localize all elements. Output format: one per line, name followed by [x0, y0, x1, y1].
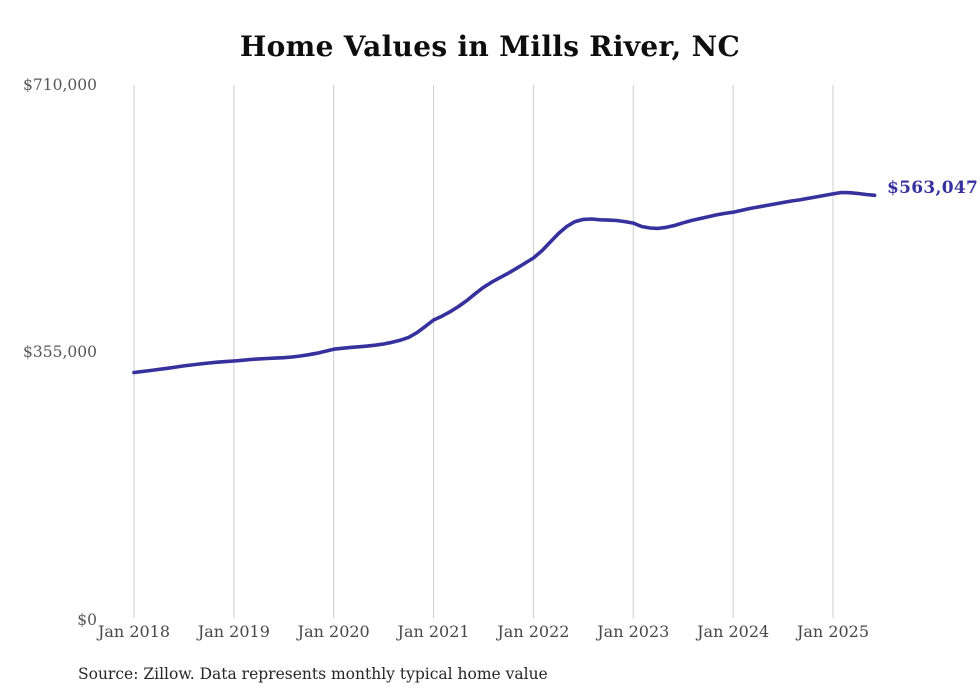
y-axis-label-middle: $355,000 [23, 343, 97, 361]
x-axis-label: Jan 2023 [597, 622, 670, 641]
x-axis-label: Jan 2024 [697, 622, 770, 641]
x-axis-label: Jan 2020 [297, 622, 370, 641]
latest-value-label: $563,047 [887, 178, 979, 198]
x-axis-label: Jan 2018 [97, 622, 171, 641]
y-axis-label-zero: $0 [77, 611, 97, 629]
x-axis-label: Jan 2025 [796, 622, 870, 641]
y-axis-label-top: $710,000 [23, 76, 97, 94]
source-note: Source: Zillow. Data represents monthly … [78, 665, 548, 683]
x-axis-label: Jan 2019 [197, 622, 270, 641]
home-value-series-line [132, 190, 877, 375]
chart-title: Home Values in Mills River, NC [239, 30, 741, 63]
x-axis-label: Jan 2021 [397, 622, 470, 641]
x-axis-label: Jan 2022 [497, 622, 570, 641]
